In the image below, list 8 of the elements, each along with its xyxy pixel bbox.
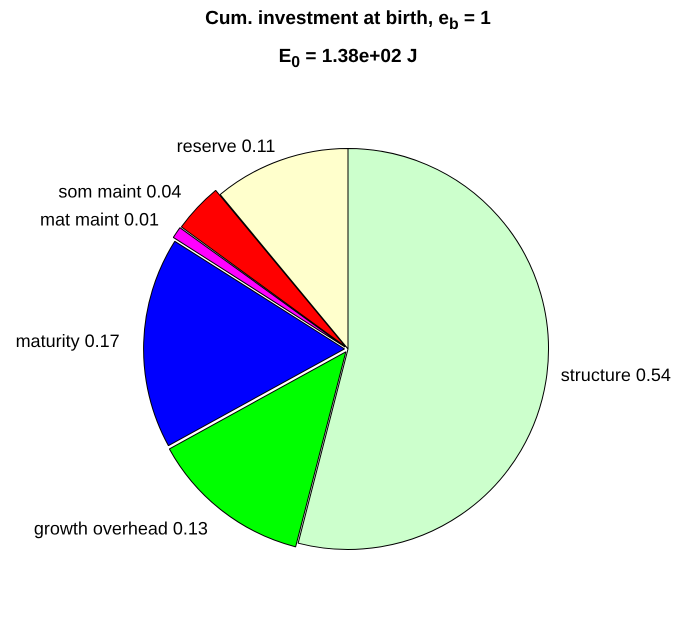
slice-label: structure 0.54 (560, 364, 671, 385)
chart-subtitle: E$_{0}$ = 1.38e+02 J (278, 46, 418, 72)
slice-label: maturity 0.17 (16, 330, 120, 351)
chart-title: Cum. investment at birth, e$_{b}$ = 1 (204, 8, 492, 34)
slice-label: som maint 0.04 (58, 182, 182, 202)
slice-label: growth overhead 0.13 (34, 518, 208, 539)
slice-label: mat maint 0.01 (40, 210, 160, 230)
slice-label: reserve 0.11 (176, 136, 276, 156)
